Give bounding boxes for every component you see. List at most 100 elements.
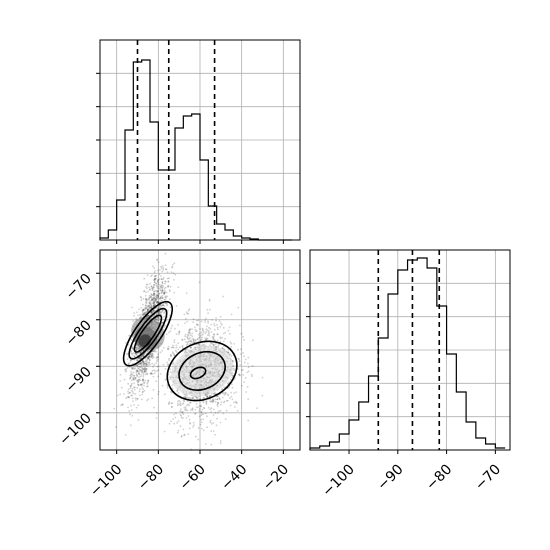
scatter-point: [195, 330, 197, 333]
scatter-point: [162, 292, 165, 295]
scatter-point: [192, 397, 194, 399]
scatter-point: [150, 304, 153, 307]
scatter-point: [148, 301, 151, 304]
scatter-point: [219, 440, 222, 442]
scatter-point: [159, 311, 161, 313]
scatter-point: [161, 270, 164, 273]
scatter-point: [138, 372, 141, 375]
scatter-point: [230, 378, 232, 381]
scatter-point: [151, 362, 154, 365]
scatter-point: [130, 375, 133, 377]
scatter-point: [142, 374, 145, 376]
scatter-point: [195, 330, 198, 332]
scatter-point: [132, 377, 134, 379]
scatter-point: [127, 388, 130, 390]
scatter-point: [136, 348, 139, 350]
scatter-point: [243, 339, 246, 341]
scatter-point: [214, 391, 216, 394]
scatter-point: [147, 298, 150, 301]
scatter-point: [141, 360, 144, 362]
scatter-point: [167, 280, 170, 283]
histogram-x-panel: [96, 39, 301, 244]
scatter-point: [200, 411, 203, 413]
scatter-point: [192, 395, 195, 398]
scatter-point: [172, 272, 175, 275]
scatter-point: [222, 392, 225, 395]
scatter-point: [198, 336, 200, 339]
scatter-point: [185, 396, 187, 399]
scatter-point: [144, 370, 146, 372]
scatter-point: [132, 376, 135, 379]
scatter-point: [161, 384, 164, 387]
scatter-point: [136, 370, 138, 372]
scatter-point: [167, 348, 170, 350]
scatter-point: [242, 374, 245, 376]
scatter-point: [203, 343, 206, 346]
scatter-point: [178, 331, 181, 333]
scatter-point: [207, 330, 210, 332]
scatter-point: [183, 313, 186, 316]
scatter-point: [157, 297, 159, 300]
scatter-point: [130, 352, 133, 355]
scatter-point: [176, 390, 179, 392]
scatter-point: [150, 285, 153, 288]
scatter-point: [202, 333, 204, 336]
scatter-point: [168, 422, 171, 425]
scatter-point: [197, 324, 199, 327]
scatter-point: [210, 443, 213, 446]
scatter-point: [213, 339, 216, 342]
scatter-point: [132, 397, 134, 400]
scatter-point: [145, 311, 148, 314]
scatter-point: [157, 279, 160, 282]
scatter-point: [163, 292, 166, 295]
scatter-point: [130, 382, 133, 385]
scatter-point: [212, 400, 215, 402]
scatter-point: [142, 390, 144, 393]
scatter-point: [202, 396, 205, 399]
scatter-point: [144, 311, 147, 314]
scatter-point: [130, 339, 133, 341]
scatter-point: [184, 335, 187, 338]
scatter-point: [183, 409, 186, 411]
scatter-point: [216, 333, 219, 335]
scatter-point: [188, 308, 191, 311]
scatter-point: [136, 364, 139, 366]
scatter-point: [143, 367, 146, 370]
scatter-point: [204, 319, 206, 322]
scatter-point: [178, 403, 181, 406]
scatter-point: [172, 352, 175, 355]
scatter-point: [148, 354, 151, 357]
scatter-point: [163, 315, 166, 318]
scatter-point: [127, 382, 129, 385]
scatter-point: [215, 317, 218, 319]
scatter-point: [208, 395, 211, 398]
scatter-point: [137, 372, 140, 374]
scatter-point: [240, 369, 243, 372]
scatter-point: [184, 317, 187, 320]
scatter-point: [156, 295, 159, 298]
scatter-point: [148, 302, 151, 304]
scatter-point: [142, 388, 145, 391]
scatter-point: [138, 373, 141, 376]
scatter-point: [148, 286, 151, 289]
scatter-point: [200, 338, 203, 341]
scatter-point: [156, 291, 159, 294]
scatter-point: [153, 301, 156, 303]
scatter-point: [139, 356, 142, 359]
scatter-point: [131, 372, 133, 375]
scatter-point: [139, 375, 142, 378]
scatter-point: [211, 342, 213, 345]
scatter-point: [160, 299, 163, 302]
scatter-point: [135, 346, 138, 349]
scatter-point: [143, 277, 146, 280]
scatter-point: [135, 369, 138, 371]
scatter-point: [119, 373, 122, 376]
scatter-point: [153, 303, 156, 306]
scatter-point: [151, 305, 153, 308]
scatter-point: [130, 409, 133, 411]
scatter-point: [210, 430, 213, 433]
scatter-point: [146, 309, 149, 312]
scatter-point: [211, 392, 213, 395]
scatter-point: [146, 310, 149, 313]
scatter-point: [203, 407, 206, 410]
